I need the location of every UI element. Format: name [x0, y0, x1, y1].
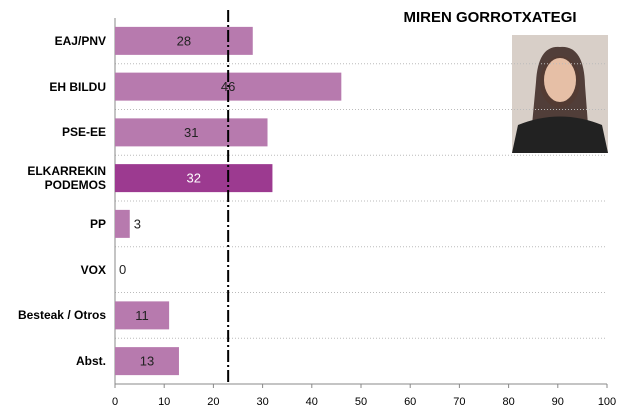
- value-label: 11: [135, 308, 149, 323]
- x-tick-label: 60: [404, 396, 416, 408]
- chart-title: MIREN GORROTXATEGI: [403, 9, 576, 26]
- chart: MIREN GORROTXATEGI 010203040506070809010…: [0, 0, 617, 410]
- y-tick-label: Besteak / Otros: [0, 308, 106, 322]
- value-label: 13: [140, 354, 154, 369]
- photo-body: [512, 117, 608, 154]
- x-tick-label: 10: [158, 396, 170, 408]
- page: MIREN GORROTXATEGI 010203040506070809010…: [0, 0, 617, 410]
- x-tick-label: 0: [112, 396, 118, 408]
- value-label: 32: [186, 171, 200, 186]
- x-tick-label: 80: [502, 396, 514, 408]
- y-tick-label: VOX: [0, 263, 106, 277]
- y-tick-label: Abst.: [0, 354, 106, 368]
- x-tick-label: 90: [552, 396, 564, 408]
- y-tick-label: ELKARREKIN PODEMOS: [0, 164, 106, 192]
- photo-face: [544, 58, 576, 102]
- value-label: 0: [119, 262, 126, 277]
- x-tick-label: 40: [306, 396, 318, 408]
- y-tick-label: EAJ/PNV: [0, 34, 106, 48]
- y-tick-label: PSE-EE: [0, 125, 106, 139]
- x-tick-label: 50: [355, 396, 367, 408]
- value-label: 3: [134, 216, 141, 231]
- bar: [115, 210, 130, 238]
- x-tick-label: 20: [207, 396, 219, 408]
- x-tick-label: 100: [598, 396, 616, 408]
- x-tick-label: 30: [256, 396, 268, 408]
- y-tick-label: EH BILDU: [0, 80, 106, 94]
- value-label: 28: [177, 33, 191, 48]
- y-tick-label: PP: [0, 217, 106, 231]
- value-label: 31: [184, 125, 198, 140]
- x-tick-label: 70: [453, 396, 465, 408]
